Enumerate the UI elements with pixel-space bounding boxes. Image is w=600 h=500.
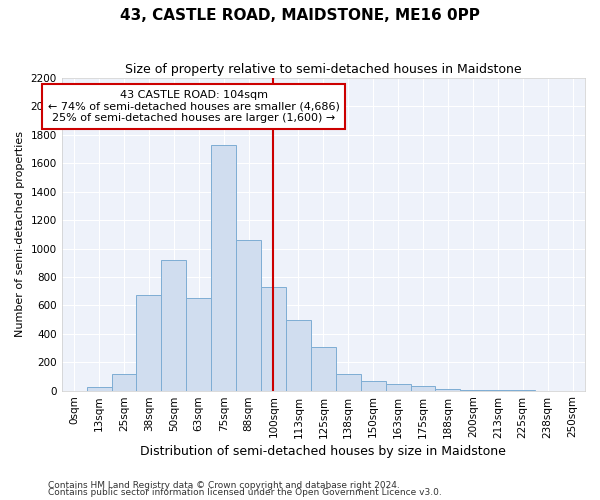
Bar <box>136 296 161 390</box>
Bar <box>311 346 336 391</box>
Bar <box>286 320 311 390</box>
Bar <box>410 386 436 390</box>
Bar <box>386 384 410 390</box>
Bar <box>211 145 236 390</box>
Bar <box>436 389 460 390</box>
Bar <box>112 374 136 390</box>
Text: 43 CASTLE ROAD: 104sqm
← 74% of semi-detached houses are smaller (4,686)
25% of : 43 CASTLE ROAD: 104sqm ← 74% of semi-det… <box>48 90 340 123</box>
Title: Size of property relative to semi-detached houses in Maidstone: Size of property relative to semi-detach… <box>125 62 521 76</box>
Y-axis label: Number of semi-detached properties: Number of semi-detached properties <box>15 132 25 338</box>
Text: 43, CASTLE ROAD, MAIDSTONE, ME16 0PP: 43, CASTLE ROAD, MAIDSTONE, ME16 0PP <box>120 8 480 22</box>
Bar <box>186 298 211 390</box>
Bar <box>86 387 112 390</box>
Bar <box>236 240 261 390</box>
Bar <box>261 287 286 391</box>
Bar <box>161 260 186 390</box>
Bar <box>336 374 361 390</box>
Text: Contains HM Land Registry data © Crown copyright and database right 2024.: Contains HM Land Registry data © Crown c… <box>48 480 400 490</box>
Bar <box>361 380 386 390</box>
Text: Contains public sector information licensed under the Open Government Licence v3: Contains public sector information licen… <box>48 488 442 497</box>
X-axis label: Distribution of semi-detached houses by size in Maidstone: Distribution of semi-detached houses by … <box>140 444 506 458</box>
